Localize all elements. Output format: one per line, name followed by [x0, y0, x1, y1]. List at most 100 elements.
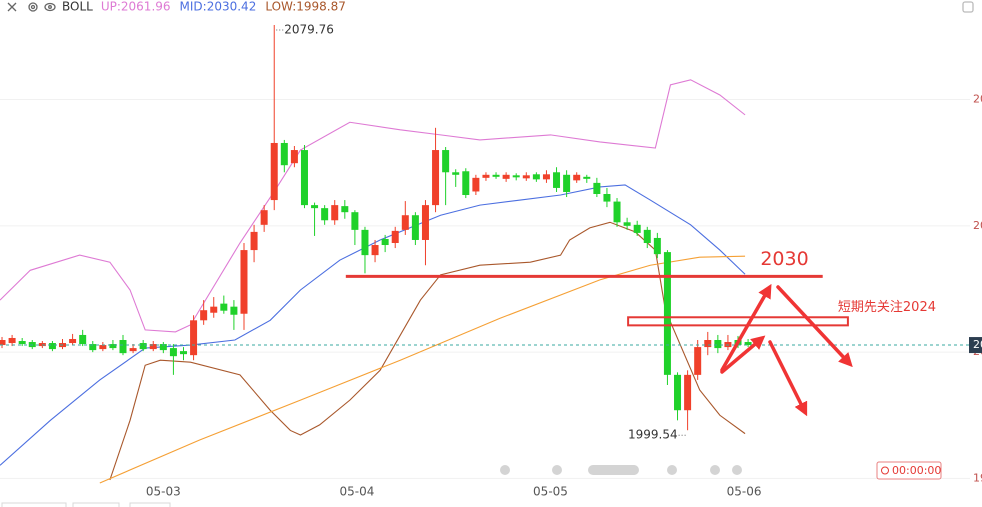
candle-body: [512, 175, 520, 178]
candle-body: [351, 212, 359, 230]
candle-body: [411, 215, 419, 240]
candle-body: [653, 237, 661, 255]
max-label: 2079.76: [284, 22, 334, 36]
candle-body: [129, 348, 137, 352]
candle-body: [462, 171, 470, 196]
candle-body: [89, 344, 97, 351]
candle-body: [724, 342, 732, 348]
candle-body: [139, 343, 147, 350]
candle-body: [149, 344, 157, 350]
candle-body: [250, 231, 258, 251]
zone-label: 短期先关注2024: [838, 300, 936, 315]
candle-body: [563, 174, 571, 192]
candle-body: [674, 374, 682, 411]
candle-body: [573, 174, 581, 181]
candle-body: [583, 176, 591, 179]
x-tick-label: 05-04: [339, 485, 374, 499]
candle-body: [220, 303, 228, 311]
legend: BOLL UP:2061.96 MID:2030.42 LOW:1998.87: [62, 0, 346, 14]
candle-body: [542, 174, 550, 180]
indicator-line: [99, 255, 746, 484]
candle-body: [159, 344, 167, 351]
visibility-icon-pupil: [48, 5, 52, 9]
candle-body: [633, 224, 641, 233]
legend-entry: UP:2061.96: [101, 0, 171, 14]
nav-pill[interactable]: [588, 465, 639, 475]
visibility-icon[interactable]: [44, 2, 56, 12]
candle-body: [28, 342, 36, 348]
nav-dot[interactable]: [667, 465, 677, 475]
zone-box: [627, 316, 849, 327]
legend-entry: LOW:1998.87: [265, 0, 346, 14]
candle-body: [290, 150, 298, 164]
timer-text: 00:00:00: [892, 464, 941, 477]
x-tick-label: 05-03: [146, 485, 181, 499]
candle-body: [321, 208, 329, 221]
candle-body: [230, 306, 238, 315]
candle-body: [260, 210, 268, 225]
candle-body: [553, 172, 561, 188]
candle-body: [190, 320, 198, 356]
candle-body: [48, 343, 56, 350]
candle-body: [371, 245, 379, 256]
tab[interactable]: [72, 502, 120, 507]
navigator: [500, 465, 742, 475]
candle-body: [442, 150, 450, 173]
nav-dot[interactable]: [500, 465, 510, 475]
candle-body: [361, 229, 369, 256]
last-price-tag: [969, 337, 982, 354]
level-label: 2030: [760, 248, 808, 270]
candle-body: [472, 177, 480, 192]
nav-dot[interactable]: [552, 465, 562, 475]
indicator-line: [0, 79, 746, 333]
candle-body: [210, 306, 218, 313]
x-tick-label: 05-06: [727, 485, 762, 499]
close-icon[interactable]: [7, 2, 17, 12]
tab[interactable]: [1, 502, 67, 507]
candle-body: [109, 344, 117, 349]
y-tick-label: 2065: [973, 93, 982, 106]
candle-body: [623, 222, 631, 226]
candle-body: [432, 150, 440, 206]
candle-body: [532, 174, 540, 180]
plot-area: 2079.76 1999.54 2016.4 2030 短期先关注2024: [0, 22, 982, 484]
candle-body: [179, 351, 187, 355]
arrow: [768, 340, 808, 417]
candle-body: [714, 340, 722, 349]
settings-icon[interactable]: [28, 2, 38, 12]
candle-body: [79, 334, 87, 345]
corner-icon[interactable]: [962, 1, 974, 13]
timer-box: [876, 461, 942, 480]
settings-icon-center: [30, 4, 36, 10]
legend-entry: MID:2030.42: [180, 0, 257, 14]
candle-body: [240, 250, 248, 314]
candle-body: [300, 150, 308, 206]
tab[interactable]: [129, 502, 171, 507]
candle-body: [522, 175, 530, 179]
candle-body: [38, 343, 46, 347]
candle-body: [391, 230, 399, 244]
candle-body: [482, 174, 490, 178]
candle-body: [603, 194, 611, 202]
bottom-tabs: [1, 502, 171, 507]
candle-body: [18, 341, 26, 345]
candle-body: [270, 142, 278, 201]
timer-icon: [881, 466, 889, 475]
candle-body: [704, 340, 712, 348]
candle-body: [452, 172, 460, 175]
candle-body: [694, 347, 702, 375]
candle-body: [0, 340, 6, 346]
candle-body: [492, 174, 500, 177]
nav-dot[interactable]: [710, 465, 720, 475]
candle-body: [169, 348, 177, 357]
indicator-line: [109, 221, 746, 481]
candle-body: [280, 142, 288, 166]
nav-dot[interactable]: [732, 465, 742, 475]
candle-body: [613, 201, 621, 223]
arrow: [720, 335, 766, 374]
candle-body: [341, 206, 349, 213]
